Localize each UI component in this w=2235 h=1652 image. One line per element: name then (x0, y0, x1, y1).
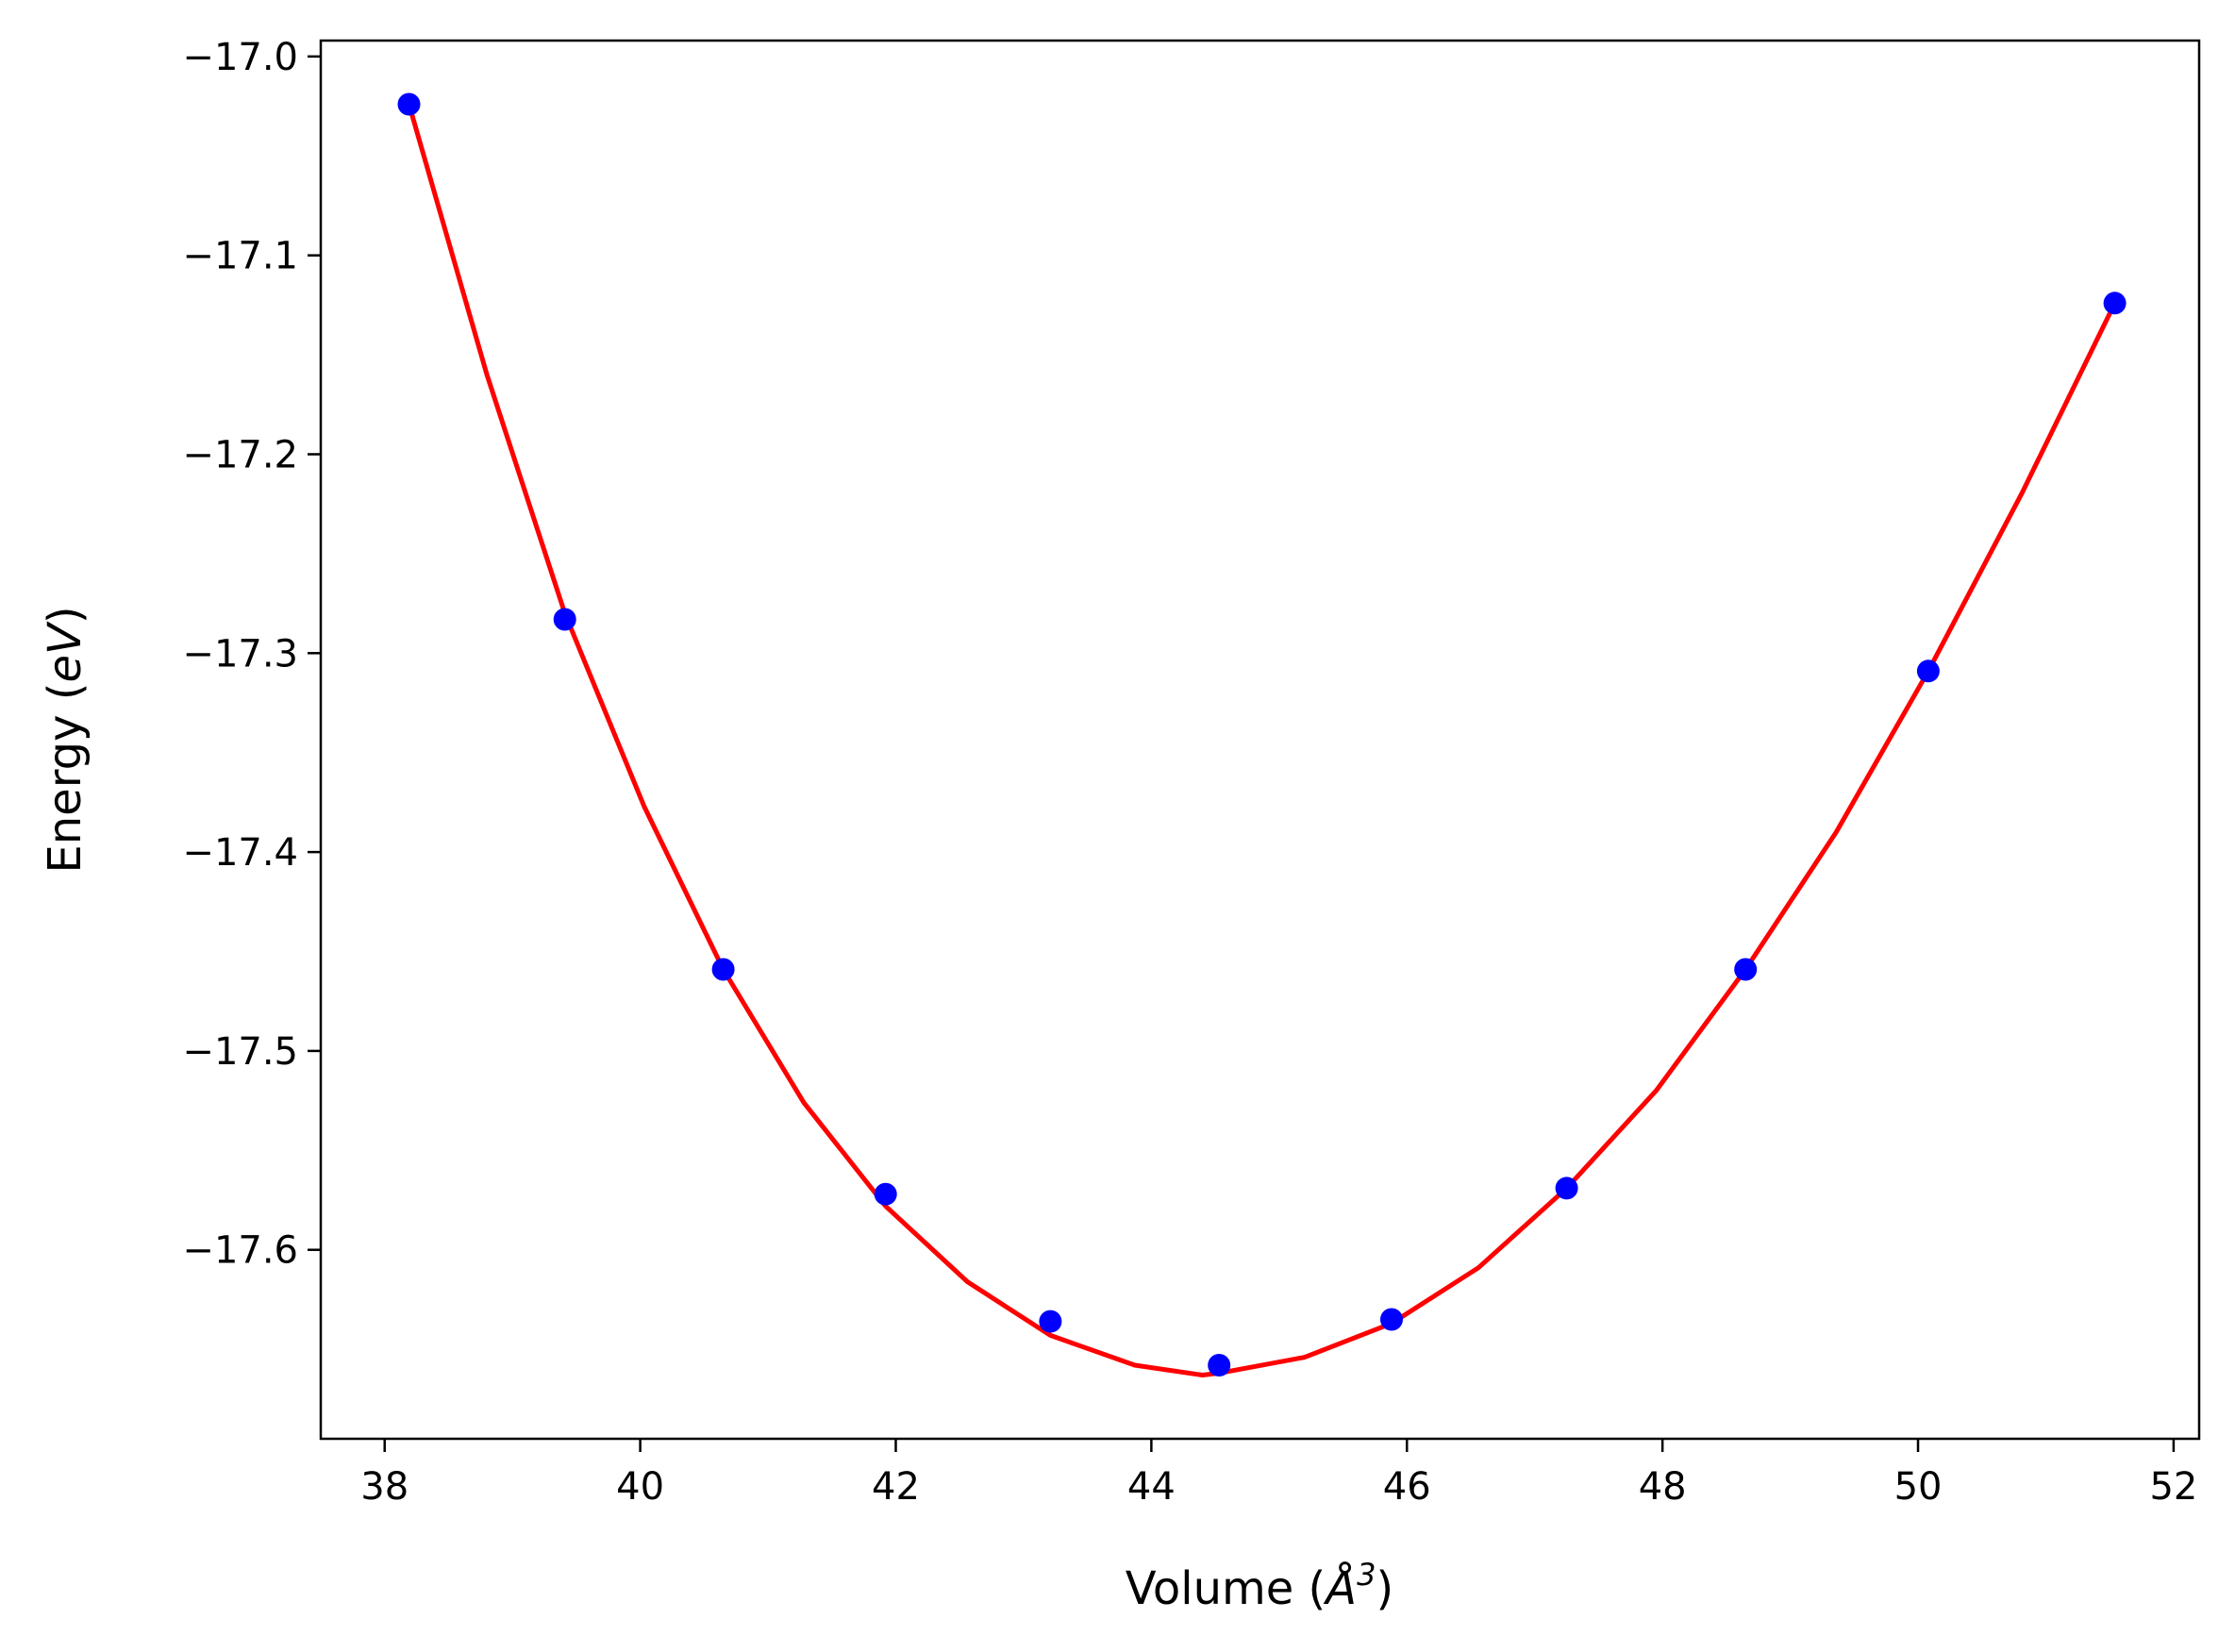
x-tick-label: 38 (360, 1465, 409, 1509)
y-axis-title: Energy (eV) (39, 606, 92, 873)
data-point (2103, 292, 2127, 315)
x-tick-label: 40 (616, 1465, 664, 1509)
x-axis-unit-exponent: 3 (1357, 1557, 1376, 1593)
x-axis-title: Volume (Å3) (1126, 1557, 1393, 1615)
y-tick-label: −17.0 (182, 36, 298, 79)
x-tick-label: 46 (1383, 1465, 1431, 1509)
y-tick-label: −17.6 (182, 1229, 298, 1273)
fit-curve (407, 103, 2117, 1377)
y-tick-label: −17.2 (182, 433, 298, 476)
x-tick-label: 48 (1639, 1465, 1687, 1509)
x-tick-label: 44 (1127, 1465, 1176, 1509)
data-point (1039, 1310, 1062, 1333)
y-tick-label: −17.5 (182, 1030, 298, 1074)
x-tick-label: 42 (872, 1465, 920, 1509)
y-axis-title-close: ) (39, 606, 92, 624)
data-point (1555, 1176, 1578, 1200)
data-point (1916, 659, 1940, 683)
data-point (397, 92, 421, 116)
axis-ticks: 38 40 42 44 46 48 50 52 −17.0 −17.1 −17.2 −17.3 −17.… (182, 36, 2197, 1509)
data-point (1734, 958, 1758, 981)
y-axis-unit: eV (39, 621, 92, 683)
data-point (1380, 1308, 1403, 1331)
x-axis-title-close: ) (1376, 1562, 1393, 1615)
y-tick-label: −17.1 (182, 235, 298, 278)
x-tick-label: 52 (2149, 1465, 2197, 1509)
data-point (874, 1182, 897, 1206)
data-point (711, 958, 735, 981)
plot-area (397, 92, 2127, 1377)
x-tick-label: 50 (1894, 1465, 1943, 1509)
x-axis-unit: Å (1323, 1561, 1357, 1615)
axes-frame (319, 39, 2201, 1441)
data-point (553, 608, 576, 631)
data-point (1208, 1354, 1231, 1377)
y-tick-label: −17.3 (182, 632, 298, 676)
y-tick-label: −17.4 (182, 831, 298, 875)
